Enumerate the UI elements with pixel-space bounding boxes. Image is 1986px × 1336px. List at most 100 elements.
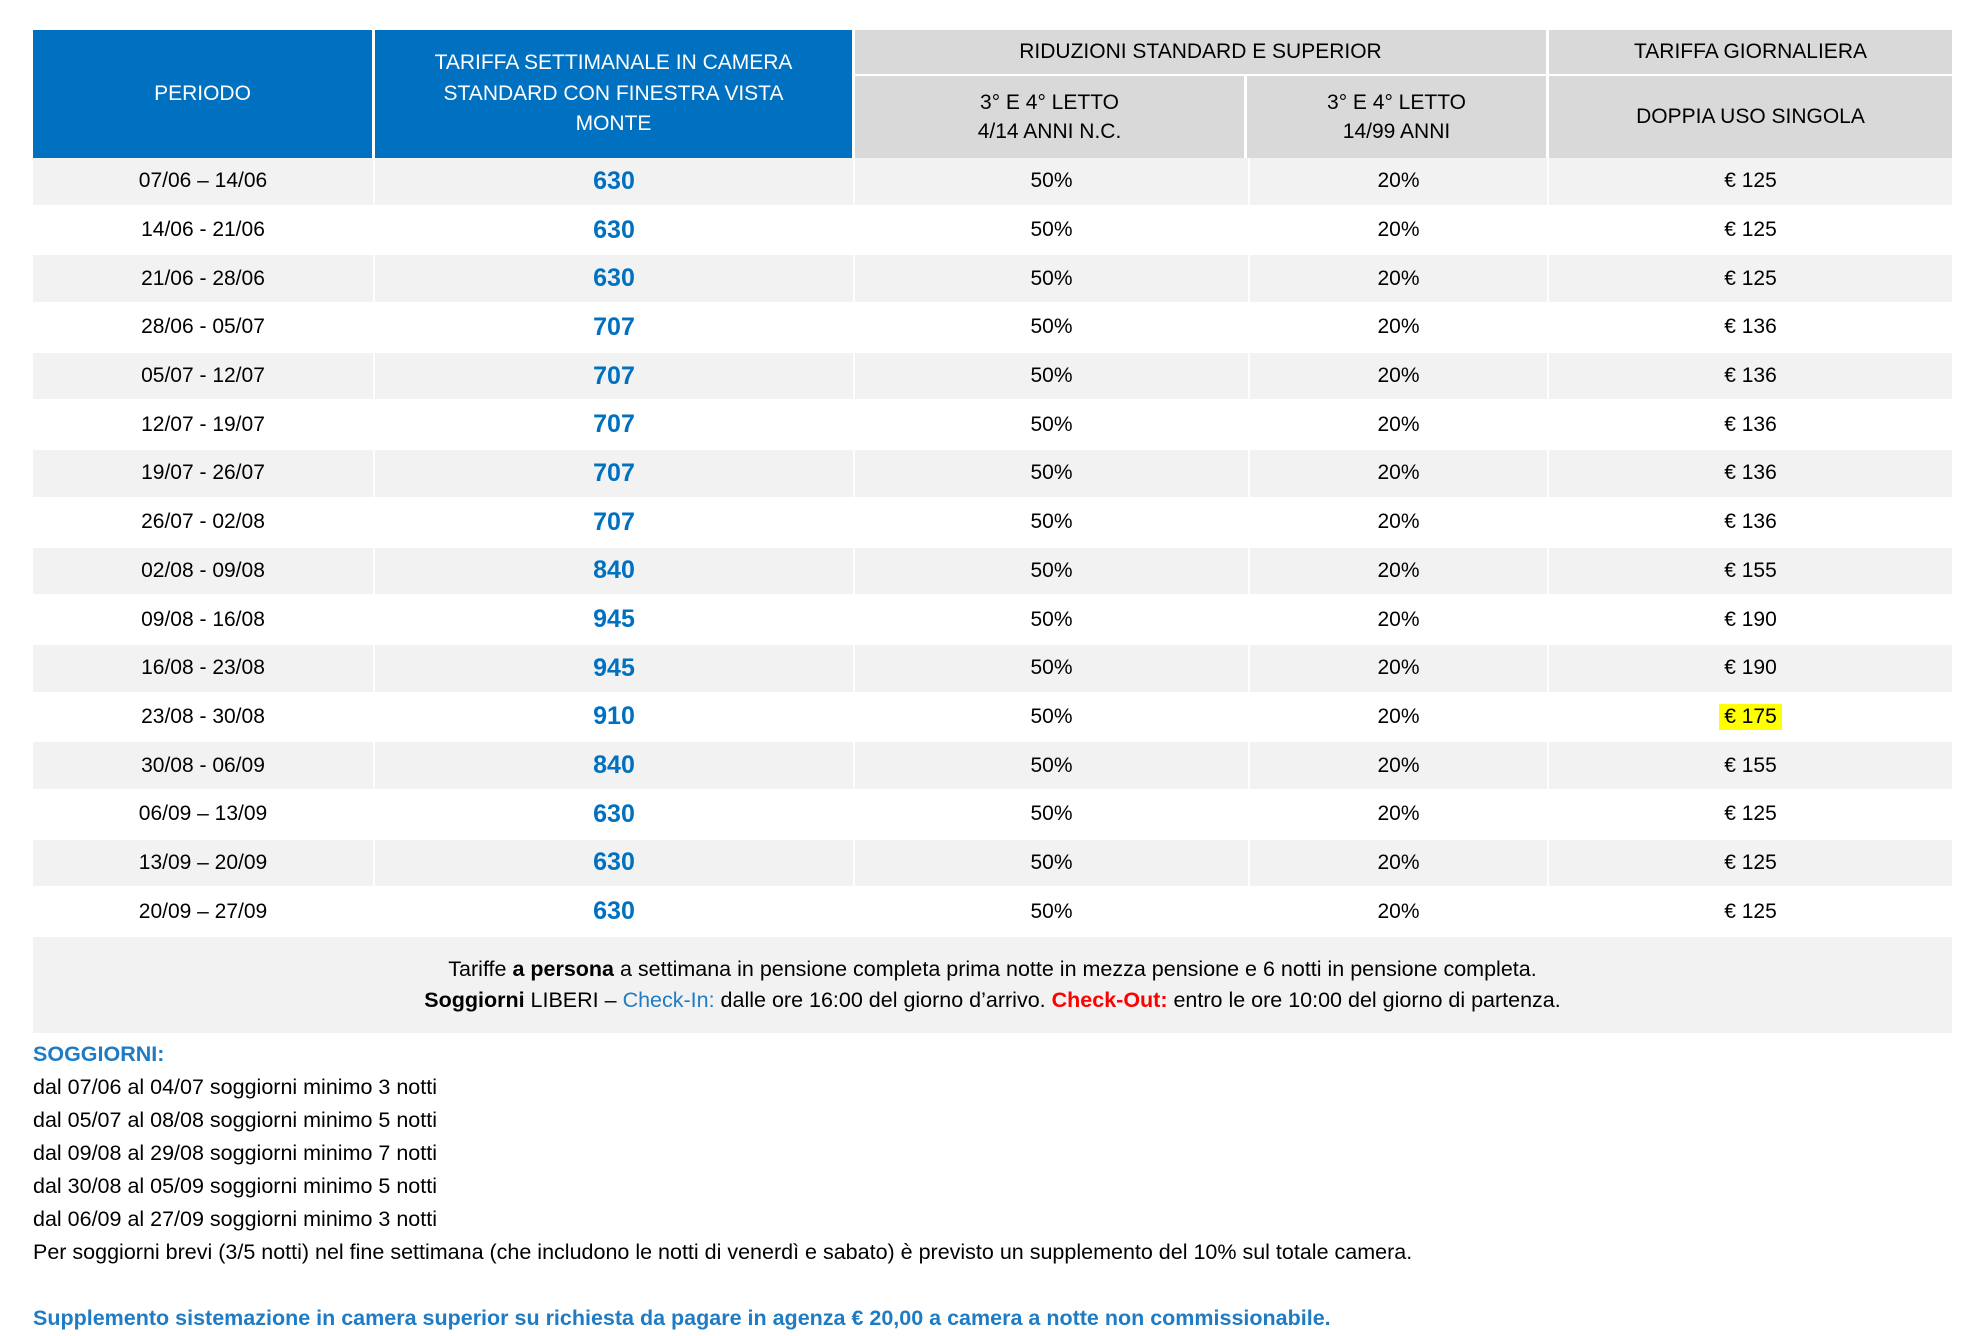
header-bed-adult-line2: 14/99 ANNI — [1342, 120, 1451, 143]
header-bed-adult-line1: 3° E 4° LETTO — [1327, 90, 1466, 114]
reduction-adult-cell: 20% — [1250, 498, 1549, 546]
table-row: 07/06 – 14/06 630 50% 20% € 125 — [33, 158, 1952, 207]
weekly-price-cell: 707 — [375, 401, 855, 449]
weekly-price-cell: 945 — [375, 644, 855, 692]
stay-rule: dal 05/07 al 08/08 soggiorni minimo 5 no… — [33, 1108, 437, 1132]
period-cell: 14/06 - 21/06 — [33, 206, 375, 254]
weekly-price-cell: 840 — [375, 547, 855, 595]
table-row: 26/07 - 02/08 707 50% 20% € 136 — [33, 498, 1952, 548]
header-daily-single-use-label: DOPPIA USO SINGOLA — [1636, 105, 1865, 129]
weekly-price-cell: 707 — [375, 498, 855, 546]
table-header: PERIODO TARIFFA SETTIMANALE IN CAMERA ST… — [33, 30, 1952, 158]
reduction-adult-cell: 20% — [1250, 206, 1549, 254]
weekly-price-cell: 945 — [375, 596, 855, 643]
weekly-price-cell: 910 — [375, 693, 855, 741]
reduction-child-cell: 50% — [855, 644, 1250, 692]
daily-rate-cell: € 125 — [1724, 850, 1777, 874]
table-row: 12/07 - 19/07 707 50% 20% € 136 — [33, 401, 1952, 451]
header-periodo-label: PERIODO — [154, 81, 251, 105]
period-cell: 05/07 - 12/07 — [33, 352, 375, 400]
header-bed-adult: 3° E 4° LETTO 14/99 ANNI — [1247, 76, 1546, 158]
daily-rate-cell: € 125 — [1724, 802, 1777, 826]
stay-rule: dal 07/06 al 04/07 soggiorni minimo 3 no… — [33, 1075, 437, 1099]
table-row: 13/09 – 20/09 630 50% 20% € 125 — [33, 839, 1952, 889]
stay-rule: dal 06/09 al 27/09 soggiorni minimo 3 no… — [33, 1207, 437, 1231]
period-cell: 30/08 - 06/09 — [33, 742, 375, 789]
weekly-price-cell: 630 — [375, 255, 855, 303]
conditions-line-1: Tariffe a persona a settimana in pension… — [448, 957, 1536, 982]
daily-rate-cell: € 136 — [1724, 461, 1777, 485]
reduction-child-cell: 50% — [855, 839, 1250, 887]
header-daily-label: TARIFFA GIORNALIERA — [1634, 40, 1867, 64]
reduction-child-cell: 50% — [855, 255, 1250, 303]
reduction-adult-cell: 20% — [1250, 644, 1549, 692]
table-row: 02/08 - 09/08 840 50% 20% € 155 — [33, 547, 1952, 597]
period-cell: 06/09 – 13/09 — [33, 790, 375, 838]
weekly-price-cell: 630 — [375, 839, 855, 887]
reduction-adult-cell: 20% — [1250, 547, 1549, 595]
reduction-adult-cell: 20% — [1250, 352, 1549, 400]
table-row: 16/08 - 23/08 945 50% 20% € 190 — [33, 644, 1952, 694]
weekly-price-cell: 630 — [375, 790, 855, 838]
period-cell: 28/06 - 05/07 — [33, 304, 375, 351]
reduction-child-cell: 50% — [855, 596, 1250, 643]
header-daily-single-use: DOPPIA USO SINGOLA — [1549, 76, 1952, 158]
daily-rate-cell: € 155 — [1724, 558, 1777, 582]
weekly-price-cell: 707 — [375, 450, 855, 497]
weekly-price-cell: 630 — [375, 158, 855, 205]
stay-rule: dal 09/08 al 29/08 soggiorni minimo 7 no… — [33, 1141, 437, 1165]
stays-section: SOGGIORNI: dal 07/06 al 04/07 soggiorni … — [33, 1038, 1953, 1335]
daily-rate-cell: € 125 — [1724, 218, 1777, 242]
conditions-liberi: LIBERI – — [524, 988, 623, 1012]
daily-rate-cell: € 136 — [1724, 315, 1777, 339]
daily-rate-cell: € 136 — [1724, 364, 1777, 388]
weekly-price-cell: 707 — [375, 352, 855, 400]
highlighted-daily-rate: € 175 — [1719, 703, 1782, 730]
daily-rate-cell: € 136 — [1724, 412, 1777, 436]
stay-rule: dal 30/08 al 05/09 soggiorni minimo 5 no… — [33, 1174, 437, 1198]
weekly-price-cell: 630 — [375, 888, 855, 935]
checkout-label: Check-Out: — [1051, 988, 1168, 1012]
header-daily-subrow: DOPPIA USO SINGOLA — [1549, 76, 1952, 158]
period-cell: 12/07 - 19/07 — [33, 401, 375, 449]
weekly-price-cell: 630 — [375, 206, 855, 254]
header-bed-child-line1: 3° E 4° LETTO — [980, 90, 1119, 114]
table-row: 30/08 - 06/09 840 50% 20% € 155 — [33, 742, 1952, 791]
period-cell: 02/08 - 09/08 — [33, 547, 375, 595]
reduction-adult-cell: 20% — [1250, 790, 1549, 838]
checkin-text: dalle ore 16:00 del giorno d’arrivo. — [714, 988, 1052, 1012]
reduction-adult-cell: 20% — [1250, 255, 1549, 303]
daily-rate-cell: € 190 — [1724, 656, 1777, 680]
period-cell: 09/08 - 16/08 — [33, 596, 375, 643]
header-bed-child-line2: 4/14 ANNI N.C. — [977, 120, 1122, 143]
daily-rate-cell-highlighted: € 175 — [1549, 694, 1952, 741]
table-row: 23/08 - 30/08 910 50% 20% € 175 — [33, 693, 1952, 743]
reduction-adult-cell: 20% — [1250, 888, 1549, 935]
header-reductions-subrow: 3° E 4° LETTO 4/14 ANNI N.C. 3° E 4° LET… — [855, 76, 1546, 158]
table-body: 07/06 – 14/06 630 50% 20% € 125 14/06 - … — [33, 158, 1952, 937]
period-cell: 21/06 - 28/06 — [33, 255, 375, 303]
header-weekly-rate: TARIFFA SETTIMANALE IN CAMERA STANDARD C… — [375, 30, 855, 158]
weekend-note: Per soggiorni brevi (3/5 notti) nel fine… — [33, 1240, 1413, 1264]
reduction-child-cell: 50% — [855, 693, 1250, 741]
reduction-child-cell: 50% — [855, 401, 1250, 449]
table-row: 20/09 – 27/09 630 50% 20% € 125 — [33, 888, 1952, 937]
daily-rate-cell: € 190 — [1724, 607, 1777, 631]
daily-rate-cell: € 155 — [1724, 753, 1777, 777]
daily-rate-cell: € 125 — [1724, 266, 1777, 290]
reduction-adult-cell: 20% — [1250, 401, 1549, 449]
weekly-price-cell: 840 — [375, 742, 855, 789]
stays-title: SOGGIORNI: — [33, 1042, 165, 1066]
header-daily-title: TARIFFA GIORNALIERA — [1549, 30, 1952, 76]
table-row: 28/06 - 05/07 707 50% 20% € 136 — [33, 304, 1952, 353]
checkout-text: entro le ore 10:00 del giorno di partenz… — [1167, 988, 1561, 1012]
conditions-line1-pre: Tariffe — [448, 957, 513, 981]
reduction-child-cell: 50% — [855, 498, 1250, 546]
reduction-adult-cell: 20% — [1250, 596, 1549, 643]
conditions-line-2: Soggiorni LIBERI – Check-In: dalle ore 1… — [424, 988, 1561, 1013]
reduction-child-cell: 50% — [855, 742, 1250, 789]
period-cell: 13/09 – 20/09 — [33, 839, 375, 887]
checkin-label: Check-In: — [622, 988, 715, 1012]
conditions-band: Tariffe a persona a settimana in pension… — [33, 937, 1952, 1033]
